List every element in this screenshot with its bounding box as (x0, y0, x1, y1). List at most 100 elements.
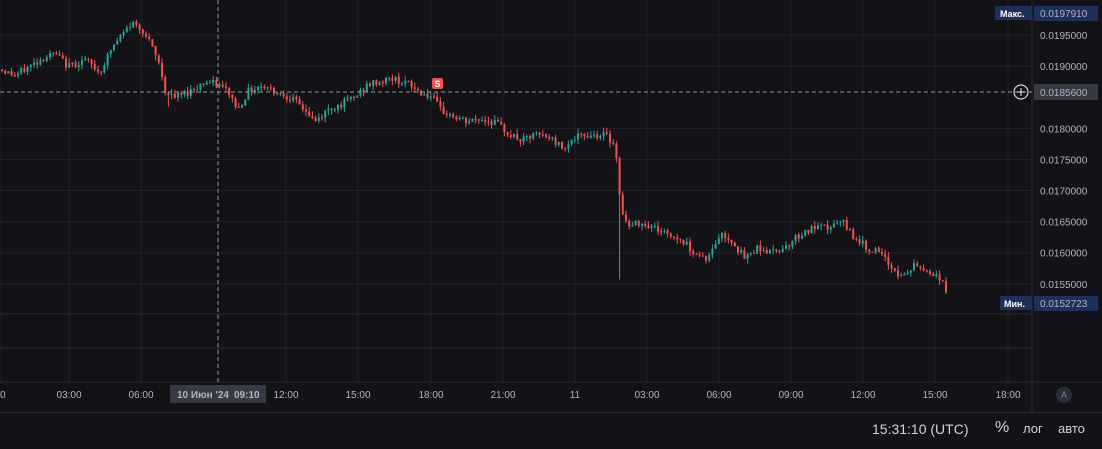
candle-body (945, 281, 947, 293)
candle-body (663, 230, 666, 232)
candle-body (641, 223, 643, 226)
candle-body (669, 233, 672, 237)
candle-body (682, 239, 685, 245)
candle-body (874, 248, 877, 253)
candle-body (445, 113, 448, 115)
candle-body (321, 117, 323, 119)
candle-body (157, 55, 160, 63)
candle-body (164, 76, 167, 94)
signal-marker[interactable]: S (432, 78, 443, 89)
percent-scale-button[interactable]: % (995, 419, 1010, 436)
candle-body (173, 93, 176, 98)
candle-body (759, 245, 762, 251)
candle-body (305, 109, 307, 112)
candle-body (420, 90, 423, 96)
candle-body (49, 53, 51, 58)
candle-body (855, 238, 858, 240)
signal-marker-label: S (434, 79, 440, 89)
candle-body (183, 91, 186, 95)
max-label-text: Макс. (1000, 9, 1025, 19)
candle-body (727, 238, 730, 240)
candle-body (791, 241, 794, 247)
candle-body (679, 239, 682, 241)
candle-body (868, 249, 871, 252)
time-axis[interactable]: 0 03:00 06:00 12:00 15:00 18:00 21:00 11 03:00 06… (0, 390, 1021, 401)
candle-body (317, 117, 320, 121)
candle-body (301, 104, 304, 110)
candle-body (170, 93, 173, 95)
candle-body (218, 84, 221, 87)
candle-body (423, 93, 426, 96)
candle-body (829, 227, 832, 230)
candle-body (833, 223, 835, 228)
candle-body (618, 158, 621, 195)
candle-body (900, 275, 903, 277)
candle-body (295, 96, 298, 100)
price-tick-label: 0.0160000 (1040, 249, 1088, 260)
candle-body (570, 139, 573, 145)
crosshair-time: 09:10 (234, 390, 260, 401)
candle-body (119, 35, 122, 41)
candle-body (717, 238, 720, 245)
candle-body (109, 50, 112, 55)
candle-body (497, 120, 499, 122)
candle-body (913, 263, 915, 271)
candle-body (666, 230, 669, 234)
candle-body (797, 234, 800, 239)
crosshair-plus-icon[interactable] (1013, 84, 1029, 100)
candle-body (129, 27, 131, 29)
candle-body (721, 233, 723, 239)
candle-body (551, 137, 554, 139)
candle-body (762, 250, 765, 252)
clock-readout[interactable]: 15:31:10 (UTC) (872, 421, 969, 437)
candle-body (823, 224, 826, 226)
candle-body (346, 98, 349, 100)
candle-body (231, 94, 234, 99)
candle-body (84, 58, 87, 61)
candle-body (657, 226, 659, 232)
candle-body (103, 65, 106, 73)
candle-body (813, 226, 816, 230)
candle-body (429, 96, 432, 98)
candle-body (132, 21, 135, 28)
candle-body (794, 234, 797, 242)
auto-scale-badge[interactable]: A (1056, 387, 1072, 403)
price-axis[interactable]: 0.0195000 0.0190000 0.0180000 0.0175000 0.01… (1040, 31, 1088, 291)
candle-body (349, 96, 352, 99)
candle-body (93, 64, 96, 70)
candle-body (308, 111, 311, 116)
candle-body (695, 254, 698, 256)
candle-body (621, 194, 624, 215)
candle-body (698, 254, 701, 256)
candle-body (935, 274, 938, 277)
log-scale-button[interactable]: лог (1023, 421, 1043, 436)
time-tick-label: 18:00 (418, 390, 443, 401)
candle-body (858, 239, 861, 244)
candle-body (449, 114, 451, 116)
min-label: Мин. 0.0152723 (1000, 296, 1098, 311)
candle-body (871, 251, 874, 253)
candle-body (705, 256, 707, 261)
price-tick-label: 0.0190000 (1040, 62, 1088, 73)
candle-body (17, 73, 19, 76)
chart-area[interactable]: 0.0195000 0.0190000 0.0180000 0.0175000 0.01… (0, 0, 1102, 412)
candle-body (714, 244, 717, 249)
candle-body (340, 104, 343, 108)
candle-body (506, 132, 509, 136)
candle-body (628, 220, 631, 227)
candle-body (615, 143, 618, 159)
candle-body (932, 273, 935, 277)
auto-scale-button[interactable]: авто (1058, 421, 1085, 436)
candle-body (465, 117, 467, 124)
min-value: 0.0152723 (1040, 299, 1088, 310)
candle-body (285, 96, 288, 100)
candle-body (660, 231, 663, 233)
candle-body (65, 58, 67, 68)
candle-body (241, 105, 243, 108)
candle-body (372, 80, 375, 86)
candle-body (609, 133, 611, 143)
candle-body (929, 271, 931, 274)
price-tick-label: 0.0170000 (1040, 187, 1088, 198)
candle-body (820, 224, 823, 226)
candles (1, 19, 947, 295)
